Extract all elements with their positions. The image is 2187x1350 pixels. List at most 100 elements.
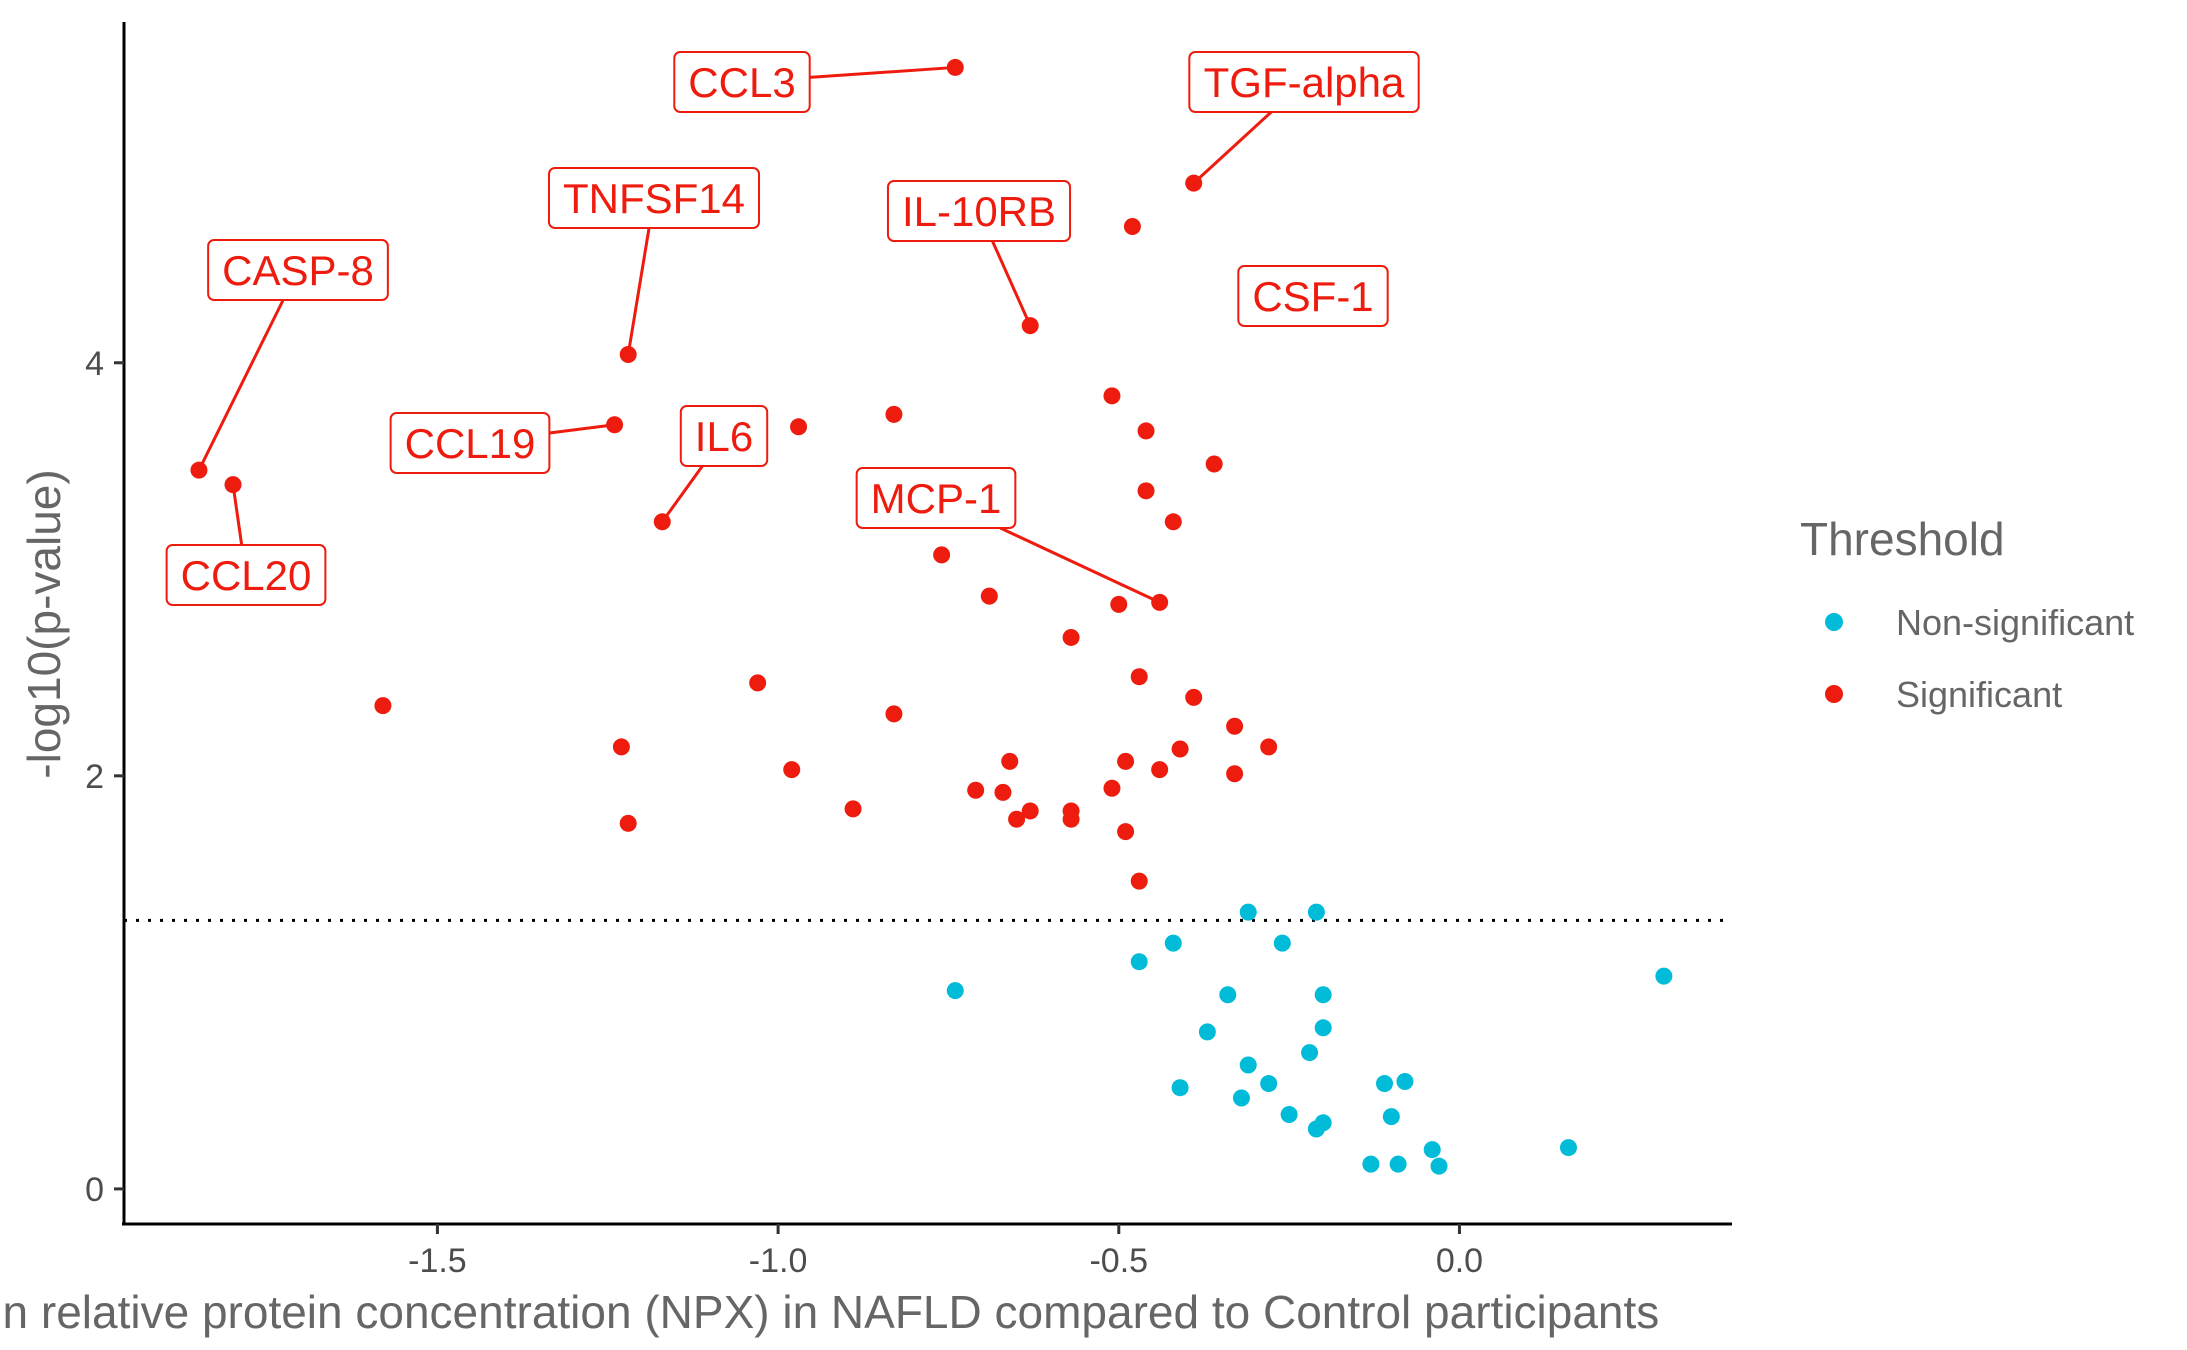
point-non-significant xyxy=(1273,934,1291,952)
point-label: TGF-alpha xyxy=(1188,51,1420,185)
legend-title: Threshold xyxy=(1800,513,2005,565)
point-significant xyxy=(1103,779,1121,797)
point-non-significant xyxy=(1198,1023,1216,1041)
point-non-significant xyxy=(1219,986,1237,1004)
label-text: CASP-8 xyxy=(222,247,374,294)
y-tick-label: 0 xyxy=(85,1171,104,1209)
point-label: MCP-1 xyxy=(855,467,1161,604)
label-box xyxy=(547,167,761,229)
label-connector xyxy=(809,65,956,79)
label-connector xyxy=(999,526,1161,604)
point-significant xyxy=(374,697,392,715)
label-connector xyxy=(661,465,704,523)
point-significant xyxy=(1130,872,1148,890)
point-significant xyxy=(967,781,985,799)
x-tick-label: 0.0 xyxy=(1436,1242,1483,1280)
point-significant xyxy=(980,587,998,605)
point-significant xyxy=(1103,387,1121,405)
point-significant xyxy=(1164,513,1182,531)
point-non-significant xyxy=(1314,1019,1332,1037)
label-box xyxy=(1237,265,1389,327)
point-non-significant xyxy=(1171,1079,1189,1097)
label-box xyxy=(673,51,811,113)
label-text: CCL20 xyxy=(181,552,312,599)
label-box xyxy=(855,467,1017,529)
x-tick-label: -1.0 xyxy=(749,1242,808,1280)
point-non-significant xyxy=(1301,1044,1319,1062)
point-label: CCL19 xyxy=(389,412,615,474)
point-significant xyxy=(749,674,767,692)
point-non-significant xyxy=(1382,1108,1400,1126)
point-non-significant xyxy=(1423,1141,1441,1159)
legend-key-non-significant xyxy=(1825,613,1843,631)
point-non-significant xyxy=(1655,967,1673,985)
point-significant xyxy=(1205,455,1223,473)
point-significant xyxy=(1123,217,1141,235)
point-significant xyxy=(1001,752,1019,770)
label-box xyxy=(679,405,769,467)
legend-key-significant xyxy=(1825,685,1843,703)
label-connector xyxy=(549,423,615,435)
legend-label-non-significant: Non-significant xyxy=(1896,602,2134,643)
point-significant xyxy=(885,705,903,723)
label-text: CCL19 xyxy=(405,420,536,467)
point-non-significant xyxy=(1314,986,1332,1004)
label-box xyxy=(207,239,389,301)
label-text: TGF-alpha xyxy=(1204,59,1405,106)
point-label: CCL20 xyxy=(165,484,327,606)
point-significant xyxy=(1137,422,1155,440)
x-tick-label: -1.5 xyxy=(408,1242,467,1280)
label-connector xyxy=(197,299,285,471)
point-non-significant xyxy=(1130,953,1148,971)
point-significant xyxy=(1117,823,1135,841)
point-significant xyxy=(1117,752,1135,770)
point-significant xyxy=(1171,740,1189,758)
point-non-significant xyxy=(1376,1075,1394,1093)
point-significant xyxy=(844,800,862,818)
point-non-significant xyxy=(1362,1155,1380,1173)
point-significant xyxy=(1008,810,1026,828)
x-tick-label: -0.5 xyxy=(1089,1242,1148,1280)
point-non-significant xyxy=(1307,1120,1325,1138)
label-box xyxy=(1188,51,1420,113)
label-connector xyxy=(991,240,1032,327)
point-significant xyxy=(1260,738,1278,756)
label-box xyxy=(886,180,1072,242)
point-significant xyxy=(1185,688,1203,706)
point-significant xyxy=(1110,595,1128,613)
point-label: CCL3 xyxy=(673,51,956,113)
point-significant xyxy=(790,418,808,436)
label-text: IL6 xyxy=(695,413,753,460)
point-non-significant xyxy=(1307,903,1325,921)
point-non-significant xyxy=(1239,1056,1257,1074)
point-significant xyxy=(1062,810,1080,828)
y-tick-label: 2 xyxy=(85,758,104,796)
point-label: IL-10RB xyxy=(886,180,1072,327)
label-text: CCL3 xyxy=(688,59,795,106)
point-significant xyxy=(994,783,1012,801)
label-connector xyxy=(1192,110,1273,185)
point-non-significant xyxy=(1430,1157,1448,1175)
point-non-significant xyxy=(1232,1089,1250,1107)
point-significant xyxy=(1130,668,1148,686)
label-box xyxy=(165,544,327,606)
point-non-significant xyxy=(1164,934,1182,952)
point-significant xyxy=(783,761,801,779)
point-non-significant xyxy=(1280,1106,1298,1124)
point-significant xyxy=(1226,765,1244,783)
point-significant xyxy=(1021,802,1039,820)
point-significant xyxy=(619,814,637,832)
point-significant xyxy=(1062,628,1080,646)
point-label: IL6 xyxy=(661,405,769,523)
point-non-significant xyxy=(1260,1075,1278,1093)
point-significant xyxy=(933,546,951,564)
point-significant xyxy=(1226,717,1244,735)
point-label: CASP-8 xyxy=(197,239,389,471)
legend: Threshold Non-significant Significant xyxy=(1800,513,2134,715)
point-non-significant xyxy=(1396,1072,1414,1090)
label-connector xyxy=(626,227,651,355)
label-text: MCP-1 xyxy=(871,475,1002,522)
point-non-significant xyxy=(946,982,964,1000)
point-significant xyxy=(1151,761,1169,779)
legend-label-significant: Significant xyxy=(1896,674,2062,715)
